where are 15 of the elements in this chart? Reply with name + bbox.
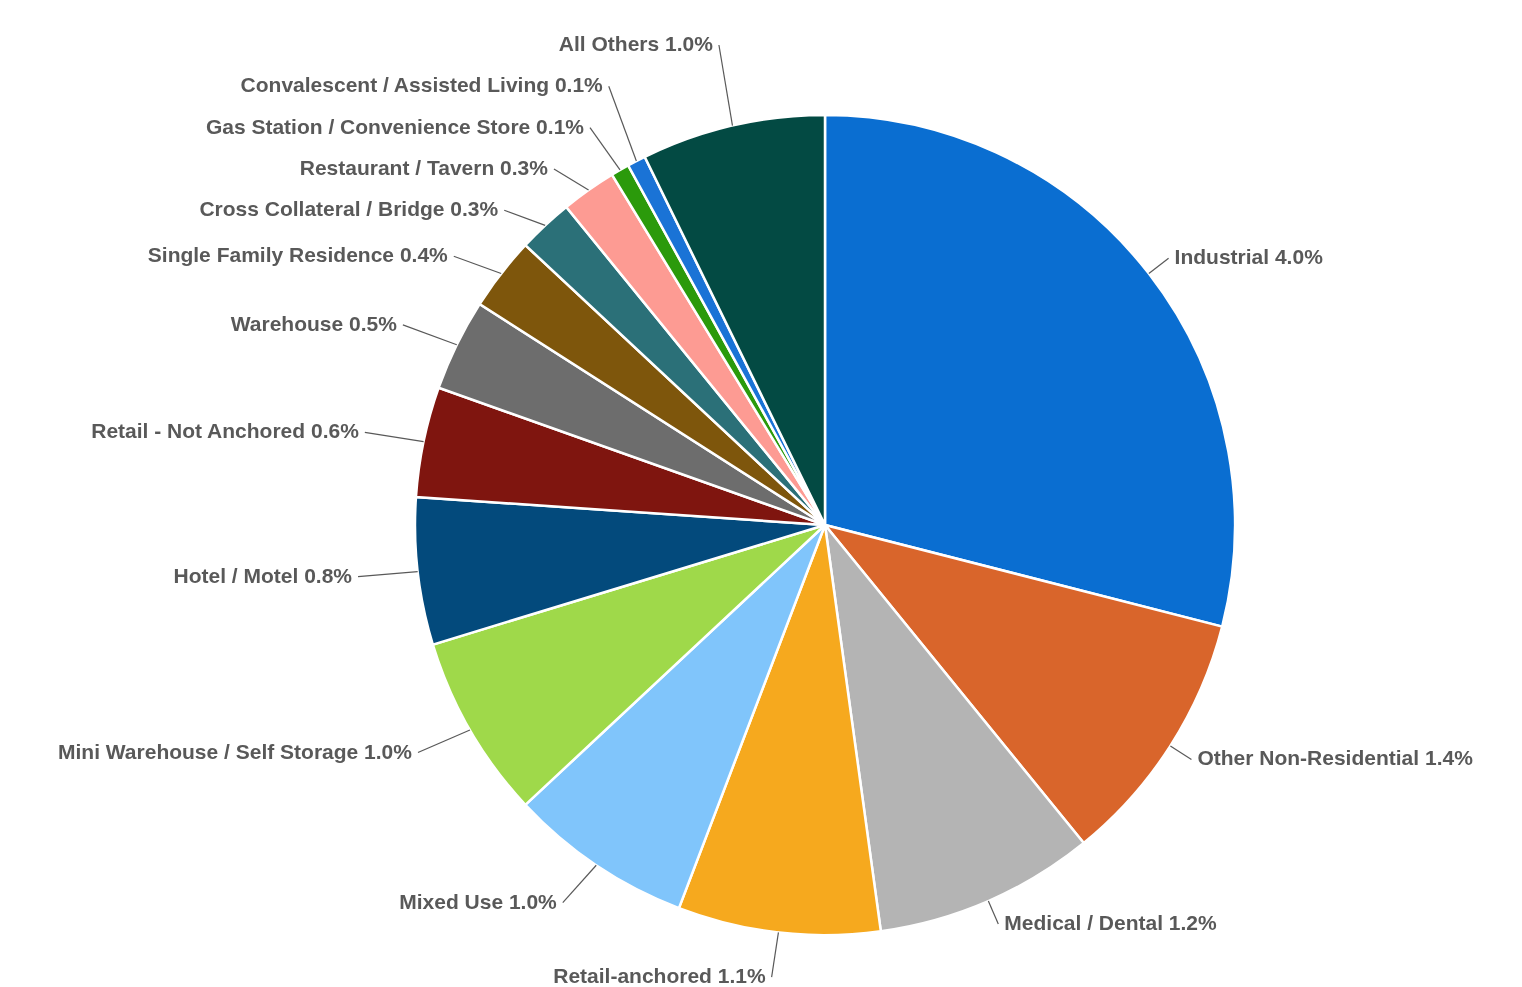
slice-label: Retail-anchored 1.1% <box>553 964 766 987</box>
slice-label: Hotel / Motel 0.8% <box>173 563 353 587</box>
slice-label: Mixed Use 1.0% <box>399 889 558 913</box>
slice-label: Single Family Residence 0.4% <box>147 243 449 267</box>
slice-label: All Others 1.0% <box>558 32 714 55</box>
slice-label: Cross Collateral / Bridge 0.3% <box>199 197 499 221</box>
slice-label: Warehouse 0.5% <box>230 311 398 335</box>
slice-label: Gas Station / Convenience Store 0.1% <box>205 114 585 138</box>
slice-label: Convalescent / Assisted Living 0.1% <box>240 73 604 97</box>
slice-label: Industrial 4.0% <box>1174 245 1324 269</box>
slice-label: Other Non-Residential 1.4% <box>1197 746 1474 770</box>
slice-label: Mini Warehouse / Self Storage 1.0% <box>57 739 413 763</box>
slice-label: Medical / Dental 1.2% <box>1004 910 1218 934</box>
slice-label: Retail - Not Anchored 0.6% <box>91 419 360 443</box>
slice-label: Restaurant / Tavern 0.3% <box>299 155 549 179</box>
